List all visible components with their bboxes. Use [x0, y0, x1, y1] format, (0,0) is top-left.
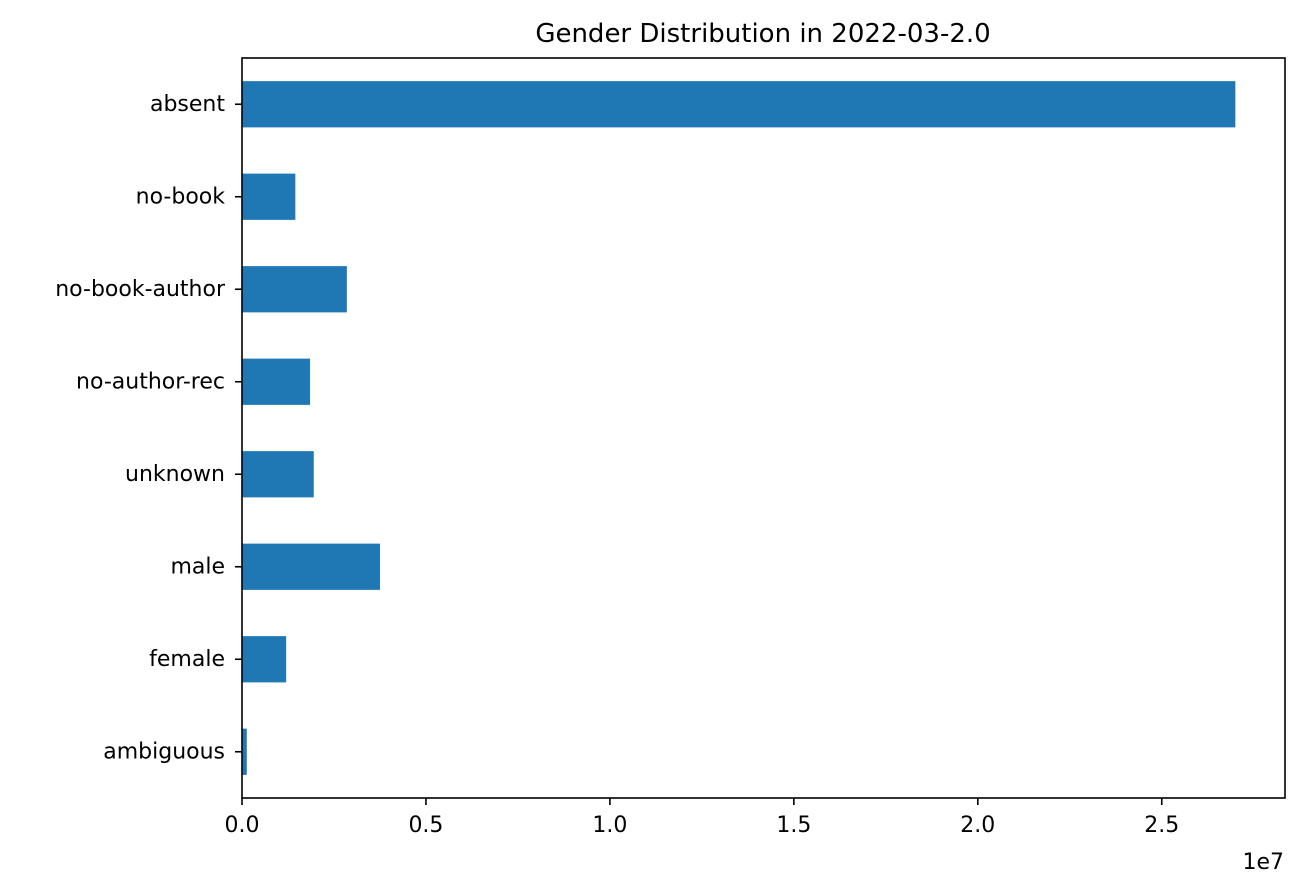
x-tick-label: 2.0	[960, 813, 995, 838]
y-tick-label: male	[170, 554, 225, 579]
bar-absent	[242, 81, 1236, 128]
bar-ambiguous	[242, 728, 247, 775]
bar-no-author-rec	[242, 358, 311, 405]
x-tick-label: 1.5	[776, 813, 811, 838]
y-tick-label: female	[149, 647, 225, 672]
y-tick-label: absent	[150, 92, 225, 117]
x-tick-label: 0.5	[408, 813, 443, 838]
y-axis-ticks: absent no-book no-book-author no-author-rec…	[55, 92, 242, 764]
bar-no-book-author	[242, 266, 347, 313]
bar-unknown	[242, 451, 314, 498]
plot-frame	[241, 57, 1286, 799]
y-tick-label: no-book	[136, 184, 226, 209]
y-tick-label: ambiguous	[103, 739, 225, 764]
x-tick-label: 2.5	[1144, 813, 1179, 838]
y-tick-label: no-book-author	[55, 277, 226, 302]
bars-group	[242, 81, 1236, 775]
bar-male	[242, 543, 380, 590]
y-tick-label: no-author-rec	[76, 369, 225, 394]
x-axis-ticks: 0.0 0.5 1.0 1.5 2.0 2.5	[225, 798, 1179, 838]
x-tick-label: 0.0	[225, 813, 260, 838]
y-tick-label: unknown	[125, 462, 225, 487]
bar-no-book	[242, 173, 296, 220]
x-tick-label: 1.0	[592, 813, 627, 838]
bar-female	[242, 636, 287, 683]
x-axis-offset-label: 1e7	[1242, 850, 1284, 875]
chart-title: Gender Distribution in 2022-03-2.0	[535, 19, 990, 49]
